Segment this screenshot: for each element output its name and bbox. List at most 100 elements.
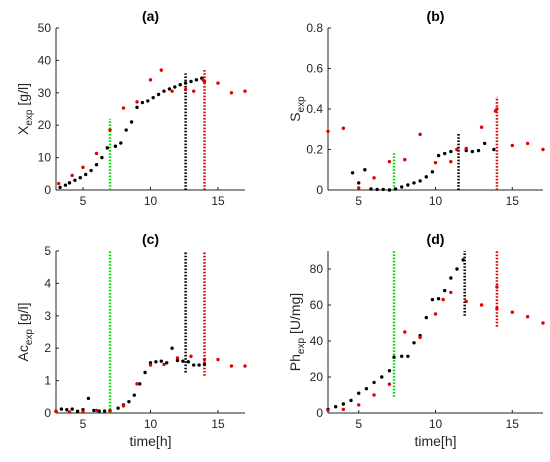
panel-c-series-0-point-22 [175, 358, 180, 363]
panel-a-series-0-point-6 [89, 168, 93, 173]
panel-c-series-0-point-1 [59, 407, 64, 411]
panel-b-series-1-point-7 [433, 160, 438, 165]
panel-b-series-0-point-10 [412, 181, 416, 185]
panel-b-series-1-point-6 [418, 132, 422, 137]
panel-a-title: (a) [142, 8, 159, 24]
panel-c-ytick-label-4: 4 [44, 276, 51, 290]
panel-a-series-1-point-1 [70, 173, 74, 178]
panel-d-xtick-label-0: 5 [355, 417, 362, 431]
panel-d-series-0-point-19 [455, 267, 459, 271]
panel-b-series-1-point-16 [541, 147, 545, 152]
panel-a-ylabel-unit: [g/l] [15, 83, 31, 109]
panel-d-series-1-point-16 [541, 321, 545, 325]
panel-b-series-1-point-4 [387, 159, 392, 164]
panel-d-series-0-point-5 [364, 387, 369, 391]
panel-d-series-0-point-8 [387, 369, 392, 373]
panel-a-series-1-point-2 [81, 165, 85, 170]
panel-d-series-1-point-10 [464, 299, 468, 304]
panel-c-series-1-point-6 [135, 382, 139, 386]
panel-b-series-0-point-2 [363, 168, 367, 172]
panel-a-series-1-point-0 [57, 181, 61, 186]
panel-b-series-0-point-21 [482, 141, 487, 146]
panel-b-series-0-point-1 [357, 181, 361, 185]
panel-c-series-0-point-7 [92, 408, 96, 413]
panel-a-ytick-label-0: 0 [44, 183, 51, 197]
panel-d-series-0-point-6 [372, 380, 376, 385]
panel-d-series-1-point-9 [449, 290, 453, 295]
panel-d-series-1-point-6 [418, 335, 422, 340]
panel-a-series-0-point-17 [151, 95, 155, 100]
panel-b-ylabel-main: S [287, 112, 303, 121]
panel-d-series-1-point-8 [441, 297, 445, 302]
panel-b-series-1-point-10 [464, 146, 468, 151]
panel-d-ylabel-sub: exp [296, 338, 307, 355]
panel-d-series-0-point-9 [392, 355, 396, 359]
panel-a-series-1-point-13 [202, 79, 207, 84]
panel-c-xtick-label-1: 10 [144, 417, 158, 431]
panel-b-series-1-point-8 [449, 159, 453, 164]
panel-b-xtick-label-2: 15 [506, 194, 520, 208]
panel-a-series-1-point-6 [135, 100, 139, 104]
panel-d-series-1-point-5 [403, 330, 407, 334]
panel-c-ytick-label-0: 0 [44, 406, 51, 420]
panel-b-series-0-point-11 [418, 179, 422, 183]
panel-a-series-0-point-7 [94, 163, 99, 167]
panel-c-series-1-point-7 [148, 363, 153, 367]
panel-c-ytick-label-5: 5 [44, 244, 51, 258]
panel-b: 5 10 15 0 0.2 0.4 0.6 0.8 (b) Sexp [287, 8, 545, 208]
panel-b-series-0-point-16 [449, 149, 453, 154]
panel-d-ytick-label-2: 40 [310, 334, 324, 348]
panel-c-series-0-point-9 [102, 409, 107, 413]
panel-d-series-1-point-4 [387, 382, 392, 386]
panel-a-series-1-point-10 [183, 87, 188, 92]
panel-d-ylabel: Phexp [U/mg] [287, 293, 307, 371]
panel-d-series-0-point-20 [461, 258, 465, 262]
panel-a-xtick-label-0: 5 [80, 194, 87, 208]
panel-a-series-0-point-25 [194, 78, 199, 82]
panel-d-ytick-label-0: 0 [316, 406, 323, 420]
panel-a-series-1-point-14 [216, 81, 220, 85]
panel-c-series-1-point-14 [243, 364, 247, 368]
panel-b-series-0-point-5 [381, 187, 385, 192]
panel-b-ylabel-sub: exp [296, 96, 307, 113]
panel-a-series-0-point-3 [73, 178, 77, 182]
panel-a-series-0-point-12 [124, 128, 128, 132]
panel-d-series-1-point-15 [525, 315, 530, 319]
panel-a-series-0-point-24 [189, 79, 193, 84]
panel-d-series-1-point-13 [495, 306, 499, 311]
panel-b-series-0-point-8 [400, 185, 404, 189]
panel-b-ytick-label-4: 0.8 [306, 21, 323, 35]
panel-c-title: (c) [142, 231, 159, 247]
panel-c-ylabel-main: Ac [15, 345, 31, 361]
panel-d-title: (d) [427, 231, 445, 247]
panel-d-series-1-point-1 [341, 407, 346, 412]
panel-d-series-1-point-11 [479, 303, 484, 307]
panel-c-series-1-point-1 [67, 410, 72, 414]
panel-c-series-1-point-9 [175, 356, 180, 360]
panel-c-series-1-point-2 [81, 409, 85, 414]
panel-a-ylabel-main: X [15, 125, 31, 135]
panel-d-series-0-point-12 [412, 341, 416, 345]
panel-c-xtick-label-2: 15 [211, 417, 225, 431]
panel-d-xlabel: time[h] [414, 433, 456, 449]
panel-d-series-0-point-16 [436, 297, 441, 301]
panel-a-ylabel-sub: exp [24, 109, 35, 126]
panel-b-series-1-point-5 [403, 157, 407, 162]
panel-a-series-0-point-21 [173, 85, 177, 89]
panel-c-xtick-label-0: 5 [80, 417, 87, 431]
panel-c: 5 10 15 0 1 2 3 4 5 (c) Acexp [g/l] time[h] [15, 231, 247, 449]
panel-d-series-0-point-11 [406, 354, 410, 358]
panel-a-series-0-point-14 [135, 105, 139, 110]
panel-a-series-0-point-10 [113, 144, 118, 148]
panel-b-series-0-point-12 [424, 175, 428, 179]
panel-b-series-0-point-0 [350, 171, 355, 175]
panel-d-series-0-point-17 [443, 288, 447, 293]
panel-c-series-1-point-4 [108, 409, 112, 413]
panel-d-series-0-point-14 [424, 315, 428, 320]
panel-d-ytick-label-3: 60 [310, 298, 324, 312]
panel-b-series-0-point-15 [443, 151, 447, 156]
panel-c-series-1-point-13 [229, 364, 234, 368]
panel-b-series-0-point-19 [470, 149, 475, 154]
panel-c-series-0-point-18 [154, 360, 158, 364]
panel-c-series-0-point-23 [181, 359, 185, 363]
